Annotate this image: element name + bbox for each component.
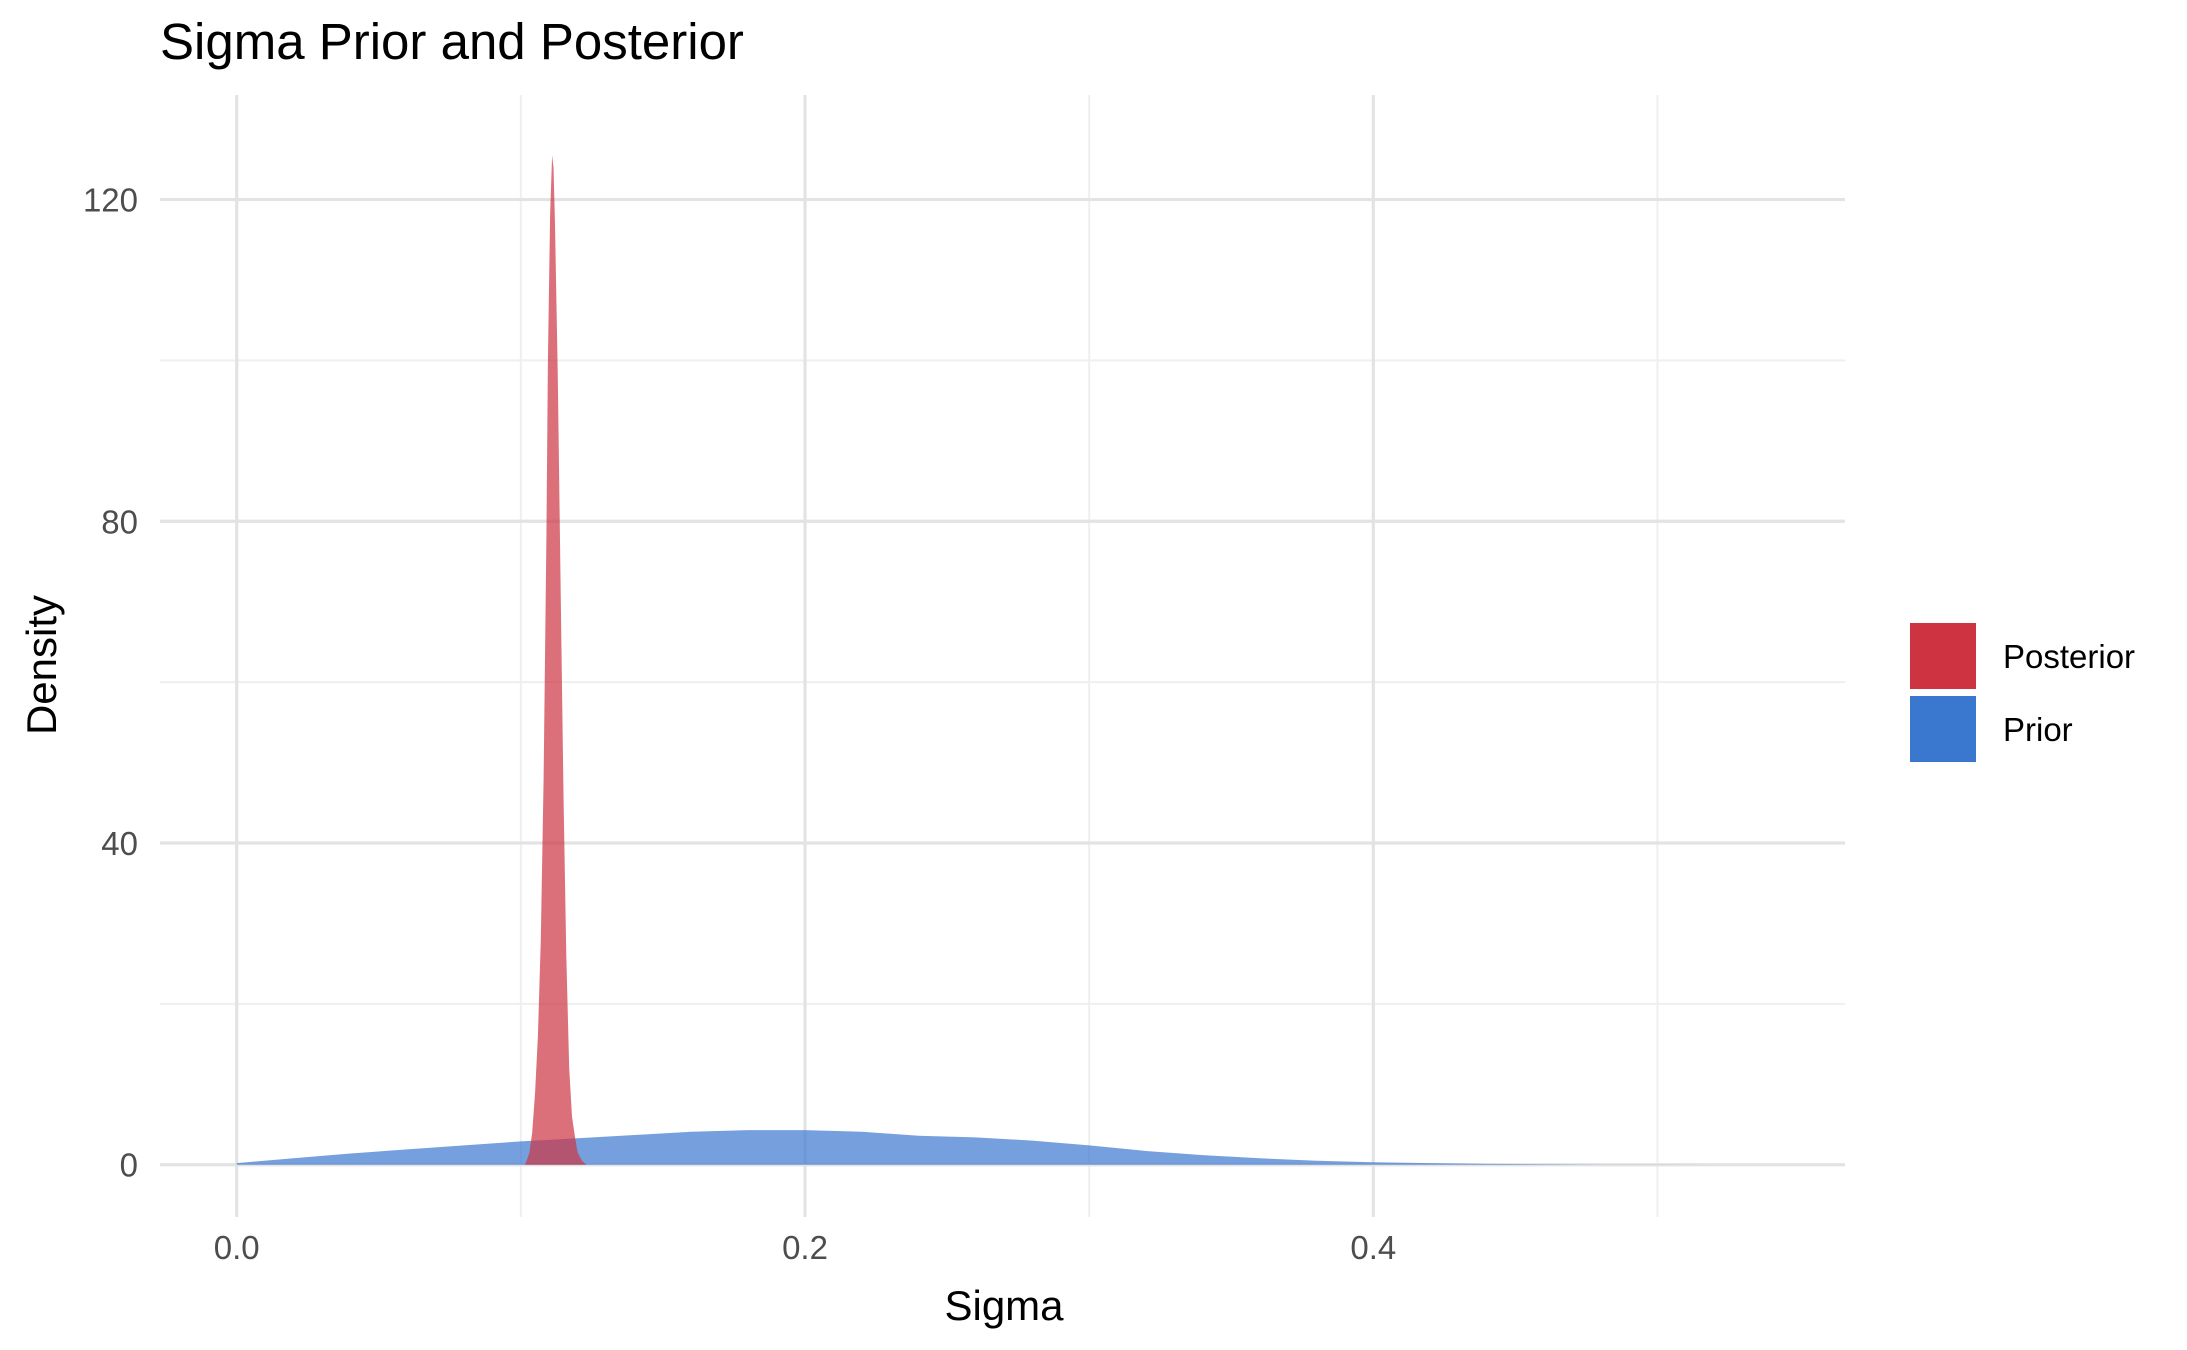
- y-tick-label: 0: [120, 1147, 138, 1184]
- x-tick-label: 0.4: [1350, 1229, 1396, 1266]
- x-tick-label: 0.2: [782, 1229, 828, 1266]
- prior-density-area: [236, 1130, 1800, 1165]
- density-series: [236, 155, 1800, 1165]
- prior-legend-label: Prior: [2003, 711, 2073, 748]
- y-tick-label: 40: [101, 825, 138, 862]
- y-axis-title: Density: [18, 595, 65, 735]
- y-tick-label: 120: [83, 182, 138, 219]
- grid-lines: [160, 95, 1845, 1217]
- x-tick-label: 0.0: [214, 1229, 260, 1266]
- legend: Posterior Prior: [1910, 623, 2135, 762]
- prior-legend-key: [1910, 696, 1976, 762]
- y-tick-label: 80: [101, 503, 138, 540]
- x-axis-title: Sigma: [944, 1282, 1064, 1329]
- chart-title: Sigma Prior and Posterior: [160, 13, 744, 70]
- x-axis-ticks: 0.0 0.2 0.4: [214, 1229, 1396, 1266]
- y-axis-ticks: 0 40 80 120: [83, 182, 138, 1184]
- posterior-legend-label: Posterior: [2003, 638, 2135, 675]
- posterior-density-area: [525, 155, 587, 1165]
- posterior-legend-key: [1910, 623, 1976, 689]
